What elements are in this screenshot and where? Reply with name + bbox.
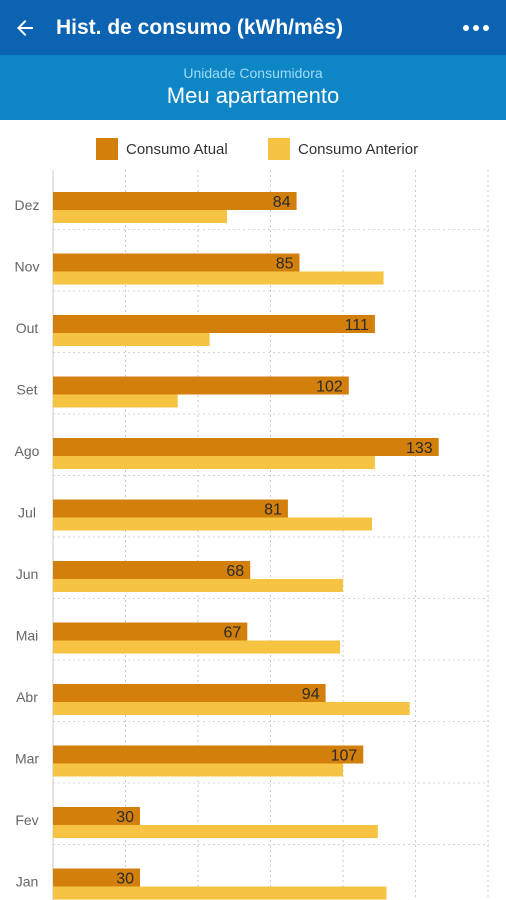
y-tick-label: Mar — [15, 751, 39, 767]
app-bar: Hist. de consumo (kWh/mês) — [0, 0, 506, 55]
y-tick-label: Set — [16, 382, 37, 398]
bar-consumo-anterior — [53, 825, 378, 838]
bar-data-label: 133 — [406, 440, 433, 457]
bar-consumo-anterior — [53, 579, 343, 592]
legend-label-previous: Consumo Anterior — [298, 140, 419, 158]
bar-data-label: 30 — [116, 809, 134, 826]
bar-consumo-atual — [53, 684, 326, 702]
consumption-bar-chart: Dez 84 Nov 85 Out 111 Set 102 Ago 133 Jul 81 Jun 68 Ma… — [15, 170, 489, 900]
y-tick-label: Fev — [15, 812, 38, 828]
bar-consumo-atual — [53, 499, 288, 518]
y-tick-label: Nov — [15, 259, 40, 275]
bar-consumo-anterior — [53, 886, 387, 900]
legend-swatch-current — [96, 138, 118, 160]
bar-consumo-anterior — [53, 333, 210, 346]
bar-data-label: 30 — [116, 871, 134, 888]
bar-consumo-atual — [53, 622, 248, 641]
bar-consumo-anterior — [53, 210, 227, 223]
back-button[interactable] — [0, 0, 50, 55]
legend-label-current: Consumo Atual — [126, 140, 228, 158]
consumer-unit-header: Unidade Consumidora Meu apartamento — [0, 55, 506, 120]
bar-consumo-atual — [53, 376, 349, 395]
bar-data-label: 84 — [273, 194, 291, 211]
y-tick-label: Dez — [15, 197, 40, 213]
bar-consumo-atual — [53, 807, 140, 825]
bar-consumo-anterior — [53, 702, 410, 715]
bar-consumo-atual — [53, 192, 297, 210]
more-dot — [483, 24, 489, 31]
y-tick-label: Abr — [16, 689, 38, 705]
bar-data-label: 94 — [302, 686, 320, 703]
legend-item-previous: Consumo Anterior — [268, 138, 418, 160]
y-tick-label: Jul — [18, 505, 36, 521]
bar-consumo-anterior — [53, 271, 384, 285]
consumer-unit-label: Unidade Consumidora — [183, 65, 323, 81]
bar-consumo-atual — [53, 745, 364, 764]
bar-data-label: 67 — [224, 625, 242, 642]
y-tick-label: Out — [16, 320, 39, 336]
y-tick-label: Jan — [16, 874, 39, 890]
bar-data-label: 111 — [345, 317, 369, 334]
bar-consumo-atual — [53, 561, 251, 579]
bar-data-label: 85 — [276, 256, 294, 273]
consumer-unit-name: Meu apartamento — [166, 83, 340, 108]
more-dot — [473, 24, 479, 31]
bar-data-label: 107 — [331, 748, 358, 765]
bar-data-label: 81 — [264, 502, 282, 519]
bar-consumo-anterior — [53, 763, 343, 777]
arrow-left-icon — [17, 19, 33, 36]
bar-data-label: 68 — [226, 563, 244, 580]
bar-consumo-anterior — [53, 640, 341, 654]
page-title: Hist. de consumo (kWh/mês) — [56, 15, 344, 39]
bar-consumo-atual — [53, 253, 300, 272]
bar-data-label: 102 — [316, 379, 343, 396]
more-options-button[interactable] — [446, 0, 506, 55]
y-tick-label: Jun — [16, 566, 39, 582]
bar-consumo-anterior — [53, 456, 375, 469]
more-horizontal-icon — [463, 24, 469, 31]
bar-consumo-anterior — [53, 394, 178, 408]
legend-item-current: Consumo Atual — [96, 138, 228, 160]
bar-consumo-atual — [53, 438, 439, 456]
y-tick-label: Ago — [15, 443, 40, 459]
legend-swatch-previous — [268, 138, 290, 160]
chart-legend: Consumo Atual Consumo Anterior — [0, 138, 506, 162]
y-tick-label: Mai — [16, 628, 39, 644]
bar-consumo-atual — [53, 315, 375, 333]
bar-consumo-anterior — [53, 517, 372, 531]
bar-consumo-atual — [53, 868, 140, 887]
